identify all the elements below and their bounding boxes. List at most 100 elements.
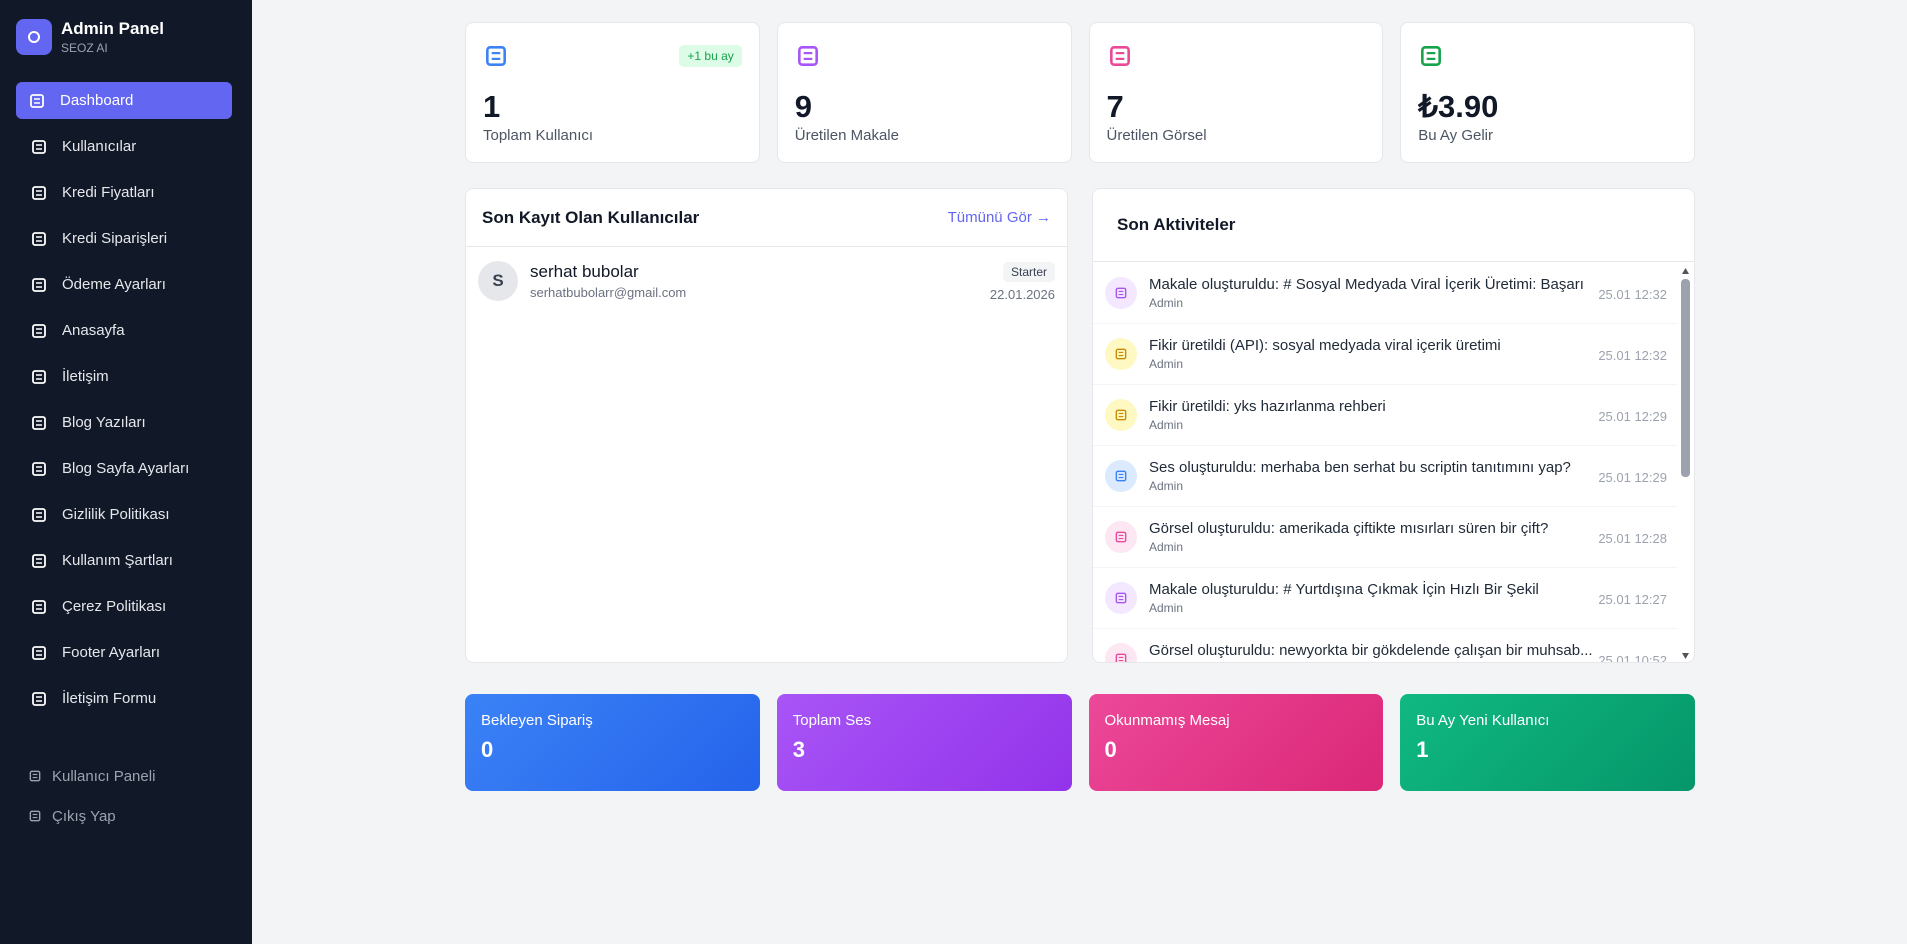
stat-value: ₺3.90	[1418, 89, 1499, 124]
brand-title: Admin Panel	[61, 19, 164, 38]
nav: Dashboard Kullanıcılar Kredi Fiyatları Kred…	[16, 82, 232, 726]
activity-time: 25.01 12:32	[1598, 348, 1667, 363]
summary-value: 0	[1104, 737, 1117, 762]
icon	[1115, 592, 1127, 604]
activity-info: Fikir üretildi (API): sosyal medyada vir…	[1149, 337, 1501, 371]
icon	[32, 185, 46, 200]
nav-item[interactable]: Kredi Siparişleri	[16, 220, 232, 257]
activity-by: Admin	[1149, 540, 1184, 554]
icon	[32, 691, 46, 706]
activities: Son Aktiviteler Makale oluşturuldu: # So…	[1092, 188, 1695, 663]
activity-text: Fikir üretildi: yks hazırlanma rehberi	[1149, 398, 1386, 415]
nav-label: Dashboard	[60, 92, 134, 109]
brand-subtitle: SEOZ AI	[61, 41, 108, 55]
summary-label: Okunmamış Mesaj	[1104, 712, 1230, 729]
activity-time: 25.01 12:27	[1598, 592, 1667, 607]
nav-item[interactable]: İletişim	[16, 358, 232, 395]
icon	[32, 461, 46, 476]
stat-label: Bu Ay Gelir	[1418, 127, 1494, 144]
footer-link[interactable]: Kullanıcı Paneli	[28, 756, 155, 796]
activity-row: Makale oluşturuldu: # Yurtdışına Çıkmak …	[1093, 568, 1677, 629]
activity-info: Görsel oluşturuldu: newyorkta bir gökdel…	[1149, 642, 1593, 662]
stats: +1 bu ay 1 Toplam Kullanıcı 9 Üretilen Makal…	[465, 22, 1695, 163]
footer-label: Çıkış Yap	[52, 807, 116, 825]
panels: Son Kayıt Olan Kullanıcılar Tümünü Gör → …	[465, 188, 1695, 663]
nav-label: Kredi Fiyatları	[62, 184, 155, 201]
plan-badge: Starter	[1002, 262, 1055, 282]
activity-time: 25.01 12:29	[1598, 409, 1667, 424]
summary-card: Bu Ay Yeni Kullanıcı 1	[1400, 694, 1695, 791]
nav-label: İletişim Formu	[62, 690, 157, 707]
nav-item[interactable]: Footer Ayarları	[16, 634, 232, 671]
activity-icon	[1105, 277, 1137, 309]
sidebar: Admin Panel SEOZ AI Dashboard Kullanıcılar…	[0, 0, 252, 944]
icon	[1115, 653, 1127, 662]
activity-time: 25.01 10:52	[1598, 653, 1667, 662]
icon	[29, 810, 41, 822]
nav-item[interactable]: Gizlilik Politikası	[16, 496, 232, 533]
icon	[32, 369, 46, 384]
nav-label: Footer Ayarları	[62, 644, 161, 661]
summary-card: Okunmamış Mesaj 0	[1088, 694, 1384, 791]
user-email: serhatbubolarr@gmail.com	[530, 285, 687, 300]
icon	[1421, 46, 1442, 66]
nav-item[interactable]: Anasayfa	[16, 312, 232, 349]
panel-header: Son Kayıt Olan Kullanıcılar Tümünü Gör →	[466, 189, 1067, 247]
activity-icon	[1105, 460, 1137, 492]
stat-card: 9 Üretilen Makale	[776, 22, 1072, 163]
activity-icon	[1105, 521, 1137, 553]
stat-badge: +1 bu ay	[679, 45, 742, 67]
summary-card: Toplam Ses 3	[776, 694, 1072, 791]
avatar: S	[478, 261, 518, 301]
nav-item[interactable]: İletişim Formu	[16, 680, 232, 717]
icon	[32, 139, 46, 154]
summary-label: Bu Ay Yeni Kullanıcı	[1416, 712, 1550, 729]
see-all-link[interactable]: Tümünü Gör →	[947, 209, 1051, 226]
nav-label: Kullanım Şartları	[62, 552, 173, 569]
activity-time: 25.01 12:29	[1598, 470, 1667, 485]
nav-item[interactable]: Blog Yazıları	[16, 404, 232, 441]
icon	[32, 645, 46, 660]
activity-by: Admin	[1149, 418, 1184, 432]
activity-by: Admin	[1149, 296, 1184, 310]
icon	[1115, 287, 1127, 299]
nav-item[interactable]: Kredi Fiyatları	[16, 174, 232, 211]
stat-label: Üretilen Görsel	[1106, 127, 1207, 144]
nav-item[interactable]: Kullanım Şartları	[16, 542, 232, 579]
icon	[32, 599, 46, 614]
nav-item[interactable]: Ödeme Ayarları	[16, 266, 232, 303]
nav-item[interactable]: Dashboard	[16, 82, 232, 119]
activity-row: Görsel oluşturuldu: amerikada çiftikte m…	[1093, 507, 1677, 568]
icon	[1109, 46, 1130, 66]
icon	[1115, 348, 1127, 360]
brand: Admin Panel SEOZ AI	[16, 19, 164, 55]
icon	[32, 507, 46, 522]
nav-item[interactable]: Çerez Politikası	[16, 588, 232, 625]
nav-item[interactable]: Blog Sayfa Ayarları	[16, 450, 232, 487]
activity-info: Görsel oluşturuldu: amerikada çiftikte m…	[1149, 520, 1548, 554]
footer-label: Kullanıcı Paneli	[52, 767, 156, 785]
icon	[32, 415, 46, 430]
nav-label: Blog Yazıları	[62, 414, 146, 431]
activity-text: Görsel oluşturuldu: newyorkta bir gökdel…	[1149, 642, 1593, 659]
summary-value: 1	[1416, 737, 1429, 762]
recent-users: Son Kayıt Olan Kullanıcılar Tümünü Gör → …	[465, 188, 1068, 663]
icon	[1115, 409, 1127, 421]
activity-by: Admin	[1149, 601, 1184, 615]
activity-text: Görsel oluşturuldu: amerikada çiftikte m…	[1149, 520, 1549, 537]
summary-card: Bekleyen Sipariş 0	[465, 694, 760, 791]
scrollbar[interactable]	[1679, 267, 1692, 660]
activity-text: Makale oluşturuldu: # Sosyal Medyada Vir…	[1149, 276, 1584, 293]
icon	[797, 46, 818, 66]
user-date: 22.01.2026	[989, 287, 1055, 302]
nav-item[interactable]: Kullanıcılar	[16, 128, 232, 165]
icon	[32, 277, 46, 292]
summary-value: 3	[792, 737, 805, 762]
footer-link[interactable]: Çıkış Yap	[28, 796, 155, 836]
activity-row: Ses oluşturuldu: merhaba ben serhat bu s…	[1093, 446, 1677, 507]
stat-label: Toplam Kullanıcı	[483, 127, 594, 144]
nav-label: Blog Sayfa Ayarları	[62, 460, 190, 477]
